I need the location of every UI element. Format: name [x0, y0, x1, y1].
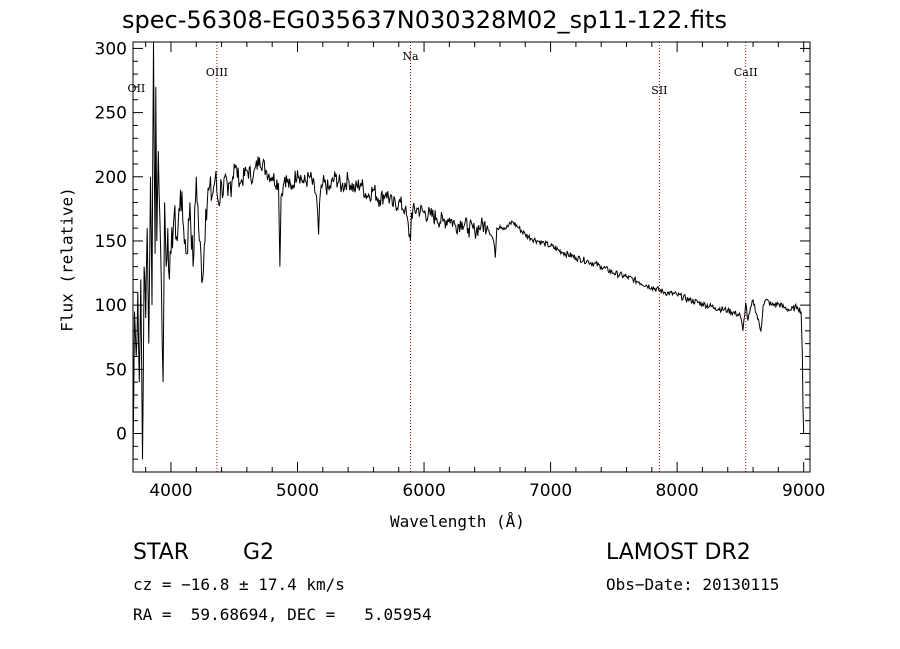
- y-tick-label: 50: [105, 360, 127, 380]
- plot-frame: [132, 41, 811, 473]
- redshift-cz: cz = −16.8 ± 17.4 km/s: [133, 575, 345, 594]
- line-label-oiii: OIII: [206, 66, 228, 79]
- y-tick-label: 250: [95, 104, 127, 124]
- y-tick-label: 150: [95, 232, 127, 252]
- line-label-sii: SII: [651, 84, 667, 97]
- x-tick-label: 8000: [655, 481, 698, 501]
- x-tick-label: 9000: [782, 481, 825, 501]
- line-label-caii: CaII: [734, 66, 758, 79]
- y-tick-label: 100: [95, 296, 127, 316]
- line-label-oii: OII: [128, 82, 146, 95]
- obs-date: Obs−Date: 20130115: [606, 575, 780, 594]
- y-tick-label: 300: [95, 39, 127, 59]
- x-tick-label: 4000: [149, 481, 192, 501]
- chart-title: spec-56308-EG035637N030328M02_sp11-122.f…: [122, 6, 727, 34]
- x-tick-label: 6000: [402, 481, 445, 501]
- x-axis-label: Wavelength (Å): [390, 512, 525, 531]
- coordinates: RA = 59.68694, DEC = 5.05954: [133, 605, 432, 624]
- object-subclass: G2: [243, 540, 275, 565]
- object-class: STAR: [133, 540, 190, 565]
- survey-name: LAMOST DR2: [606, 540, 751, 565]
- line-label-na: Na: [402, 50, 419, 63]
- y-tick-label: 200: [95, 168, 127, 188]
- x-tick-label: 7000: [529, 481, 572, 501]
- spectrum-series-line: [132, 41, 805, 466]
- x-tick-label: 5000: [276, 481, 319, 501]
- y-tick-label: 0: [116, 424, 127, 444]
- y-axis-label: Flux (relative): [57, 187, 77, 332]
